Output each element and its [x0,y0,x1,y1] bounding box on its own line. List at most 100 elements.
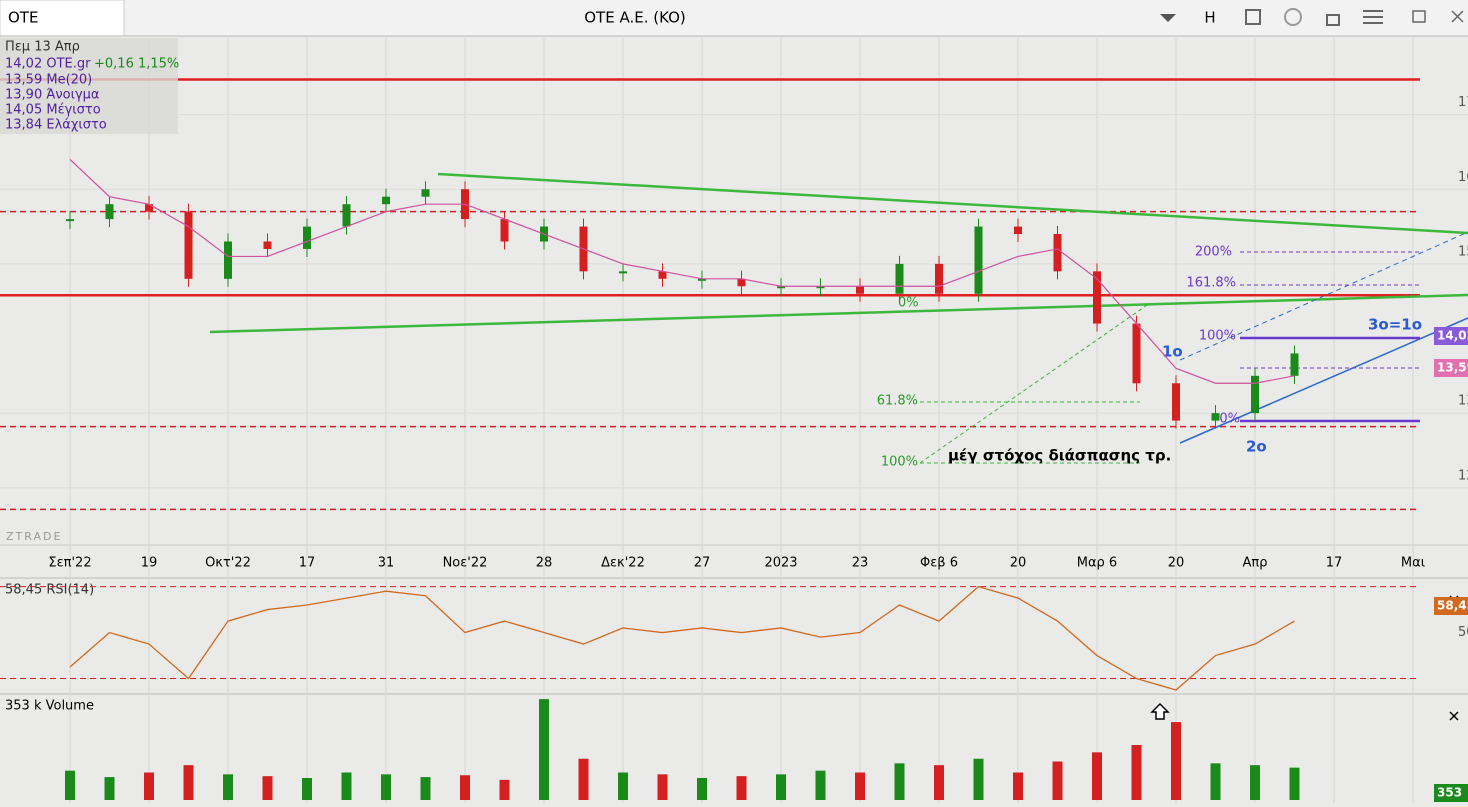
volume-bar [618,772,628,800]
icon[interactable] [1284,8,1302,26]
candle [105,204,114,220]
y-tick-label: 17 [1458,95,1468,110]
candle [935,263,943,294]
info-ma: 13,59 Me(20) [5,73,92,88]
x-tick-label: 20 [1010,556,1027,571]
candle [619,271,627,274]
volume-bar [973,758,984,800]
menu-icon[interactable] [1363,10,1383,24]
dropdown[interactable] [1160,14,1176,22]
volume-bar [1289,767,1300,800]
annotation: 0% [898,296,919,311]
candle [500,219,509,242]
annotation: 200% [1195,245,1232,260]
info-change: +0,16 1,15% [94,57,179,72]
symbol-box[interactable] [0,0,125,37]
candle [1014,226,1022,235]
volume-bar [381,774,391,800]
volume-bar [539,699,549,800]
annotation: 0% [1219,412,1240,427]
candle [263,241,272,249]
candle [974,226,983,294]
x-tick-label: Φεβ 6 [920,556,958,571]
info-open: 13,90 Άνοιγμα [5,88,100,103]
y-tick-label: 16 [1458,170,1468,185]
channel [1179,231,1468,361]
x-tick-label: 19 [141,556,158,571]
projection [919,302,1151,464]
volume-bar [1210,763,1221,800]
info-panel [0,38,178,134]
candle [1251,375,1259,414]
volume-bar [144,772,154,800]
wave-label: 2o [1246,438,1267,456]
info-high: 14,05 Μέγιστο [5,103,101,118]
window-title: OTE A.E. (KO) [584,9,686,27]
volume-bar [460,775,470,800]
volume-bar [223,774,233,800]
trendline [437,172,1468,235]
volume-bar [499,779,510,800]
candle [1172,383,1180,421]
candle [224,241,232,279]
candle [145,204,153,212]
ma-label-bg [1434,359,1468,377]
symbol: OTE [8,9,38,27]
candle [737,278,746,287]
x-tick-label: 27 [694,556,711,571]
x-tick-label: 31 [378,556,395,571]
y-tick-label: 13 [1458,394,1468,409]
watermark: ZTRADE [6,530,62,543]
volume-bar [1250,765,1260,800]
volume-bar [697,778,707,800]
candle [658,271,667,279]
annotation: 61.8% [877,394,918,409]
candle [895,263,904,294]
rsi-label: 58,45 RSI(14) [5,583,94,598]
volume-last-label: 353 [1437,786,1462,800]
candle [1211,413,1220,421]
candle [184,211,193,279]
last-price-label-bg [1434,327,1468,345]
annotation: 161.8% [1186,276,1236,291]
volume-bar [855,772,865,800]
candle [698,278,706,281]
candle [1093,271,1101,324]
volume-bar [815,770,826,800]
volume-bar [1171,722,1181,800]
x-tick-label: Μαι [1401,556,1425,571]
volume-bar [776,774,786,800]
candle [777,286,785,289]
volume-bar [262,776,273,800]
restore-icon[interactable] [1412,10,1426,23]
rsi-last-label-bg [1434,597,1468,615]
info-low: 13,84 Ελάχιστο [5,118,107,133]
rsi-tick-label: 50 [1458,625,1468,640]
x-tick-label: Απρ [1243,556,1268,571]
icon[interactable] [1245,9,1261,25]
ma-line [69,158,1295,384]
candle [342,204,351,227]
rsi-last-label: 58,45 [1437,599,1468,613]
volume-bar [341,772,352,800]
x-tick-label: Μαρ 6 [1077,556,1117,571]
volume-bar [1131,745,1142,800]
x-tick-label: 23 [852,556,869,571]
toolbar [0,0,1468,36]
candle [66,219,74,222]
y-tick-label: 12 [1458,468,1468,483]
interval-button[interactable]: H [1204,9,1215,27]
annotation: 100% [1199,329,1236,344]
x-tick-label: Νοε'22 [443,556,488,571]
x-tick-label: Δεκ'22 [601,556,645,571]
close-icon[interactable] [1451,10,1464,23]
arrow-icon [1150,702,1170,720]
close-panel[interactable] [1449,711,1459,721]
volume-last-label-bg [1434,784,1468,802]
icon[interactable] [1326,14,1340,26]
y-tick-label: 15 [1458,244,1468,259]
last-price-label: 14,02 [1437,329,1468,343]
wave-label: 1o [1162,343,1183,361]
x-tick-label: Οκτ'22 [205,556,251,571]
